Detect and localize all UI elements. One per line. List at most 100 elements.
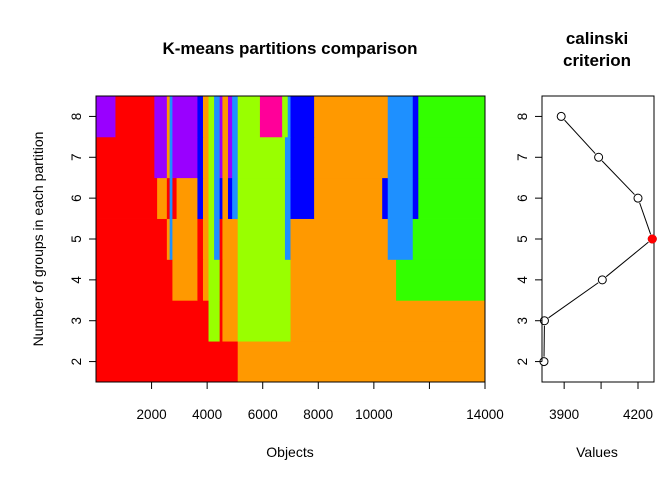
right-y-axis: 2 3 4 5 6 7 8 xyxy=(515,113,543,365)
partition-segment-k7 xyxy=(290,136,315,179)
partition-segment-k6 xyxy=(227,177,233,219)
partition-segment-k8 xyxy=(154,96,168,138)
partition-segment-k7 xyxy=(232,136,239,179)
partition-segment-k6 xyxy=(382,177,389,219)
partition-segment-k8 xyxy=(227,96,233,138)
partition-segment-k8 xyxy=(418,96,486,138)
partition-segment-k5 xyxy=(214,218,221,260)
partition-segment-k5 xyxy=(387,218,414,260)
partition-segment-k4 xyxy=(208,259,221,301)
partition-segment-k2 xyxy=(237,341,486,383)
partition-segment-k7 xyxy=(387,136,414,179)
partition-segment-k6 xyxy=(176,177,198,219)
partition-segment-k6 xyxy=(284,177,291,219)
right-y-tick-label: 6 xyxy=(515,194,530,202)
partition-segment-k4 xyxy=(237,259,291,301)
partition-segment-k5 xyxy=(222,218,239,260)
partition-segment-k6 xyxy=(412,177,419,219)
partition-segment-k8 xyxy=(412,96,419,138)
partition-segment-k6 xyxy=(290,177,315,219)
right-y-tick-label: 8 xyxy=(515,113,530,121)
partition-segment-k3 xyxy=(222,300,239,342)
partition-segment-k6 xyxy=(202,177,209,219)
left-x-tick-label: 2000 xyxy=(137,407,167,422)
partition-segment-k3 xyxy=(237,300,291,342)
partition-segment-k7 xyxy=(214,136,221,179)
left-x-tick-label: 10000 xyxy=(355,407,393,422)
partition-segment-k6 xyxy=(222,177,229,219)
left-x-axis-label: Objects xyxy=(266,444,313,460)
partition-segment-k7 xyxy=(314,136,389,179)
left-x-axis: 2000 4000 6000 8000 10000 14000 xyxy=(137,381,504,422)
calinski-point-k4 xyxy=(597,275,607,285)
calinski-best-point xyxy=(647,234,657,244)
partition-segment-k6 xyxy=(166,177,171,219)
left-y-axis-label: Number of groups in each partition xyxy=(30,132,46,347)
partition-segment-k7 xyxy=(169,136,173,179)
partition-segment-k5 xyxy=(284,218,291,260)
partition-segment-k5 xyxy=(172,218,198,260)
partition-segment-k7 xyxy=(227,136,233,179)
calinski-line-segment xyxy=(601,160,635,195)
calinski-line-segment xyxy=(639,202,652,235)
left-x-tick-label: 6000 xyxy=(248,407,278,422)
left-x-tick-label: 8000 xyxy=(303,407,333,422)
partition-segment-k8 xyxy=(232,96,239,138)
left-x-tick-label: 4000 xyxy=(192,407,222,422)
partition-segment-k8 xyxy=(197,96,204,138)
partition-segment-k8 xyxy=(219,96,223,138)
partition-segment-k5 xyxy=(202,218,209,260)
partition-segment-k7 xyxy=(284,136,291,179)
partition-segment-k5 xyxy=(166,218,171,260)
partition-segment-k8 xyxy=(96,96,116,138)
partition-segment-k7 xyxy=(202,136,209,179)
partition-segment-k7 xyxy=(154,136,168,179)
partition-segment-k3 xyxy=(219,300,223,342)
partition-segment-k5 xyxy=(169,218,173,260)
partition-segment-k8 xyxy=(214,96,221,138)
partition-segment-k6 xyxy=(237,177,286,219)
calinski-line-segment xyxy=(605,241,649,278)
partition-segment-k8 xyxy=(166,96,171,138)
calinski-point-k8 xyxy=(556,111,566,121)
partition-segment-k5 xyxy=(96,218,168,260)
partition-segment-k7 xyxy=(219,136,223,179)
left-y-tick-label: 2 xyxy=(69,358,84,366)
partition-segment-k5 xyxy=(290,218,389,260)
partition-segment-k3 xyxy=(96,300,209,342)
partition-segment-k8 xyxy=(115,96,155,138)
partition-segment-k6 xyxy=(208,177,215,219)
partition-segment-k8 xyxy=(237,96,261,138)
partitions-panel: 2000 4000 6000 8000 10000 14000 2 3 4 5 6 7 8 K-mea… xyxy=(30,39,504,460)
partition-segment-k8 xyxy=(287,96,291,138)
calinski-panel: 3900 4200 2 3 4 5 6 7 8 calinski criterion Valu… xyxy=(515,29,657,460)
calinski-line xyxy=(543,119,652,357)
left-y-tick-label: 5 xyxy=(69,235,84,243)
partition-segment-k7 xyxy=(166,136,171,179)
partition-segment-k4 xyxy=(290,259,397,301)
left-y-tick-label: 4 xyxy=(69,276,84,284)
partition-segment-k6 xyxy=(418,177,486,219)
right-y-tick-label: 3 xyxy=(515,317,530,325)
partition-segment-k4 xyxy=(222,259,239,301)
partition-segment-k4 xyxy=(172,259,198,301)
partition-segment-k8 xyxy=(282,96,289,138)
partition-segment-k4 xyxy=(396,259,486,301)
partition-segment-k8 xyxy=(202,96,209,138)
partition-segment-k7 xyxy=(208,136,215,179)
partition-segment-k6 xyxy=(314,177,383,219)
partition-segment-k7 xyxy=(96,136,155,179)
partition-segment-k8 xyxy=(314,96,389,138)
right-x-axis-label: Values xyxy=(576,444,618,460)
right-chart-title-line1: calinski xyxy=(566,29,628,48)
calinski-line-segment xyxy=(548,282,599,319)
partition-segment-k4 xyxy=(96,259,173,301)
partition-segment-k8 xyxy=(259,96,283,138)
partition-segment-k4 xyxy=(219,259,223,301)
partition-segment-k4 xyxy=(202,259,209,301)
left-y-tick-label: 3 xyxy=(69,317,84,325)
partition-segment-k5 xyxy=(237,218,286,260)
partition-segment-k6 xyxy=(157,177,168,219)
right-y-tick-label: 7 xyxy=(515,154,530,162)
